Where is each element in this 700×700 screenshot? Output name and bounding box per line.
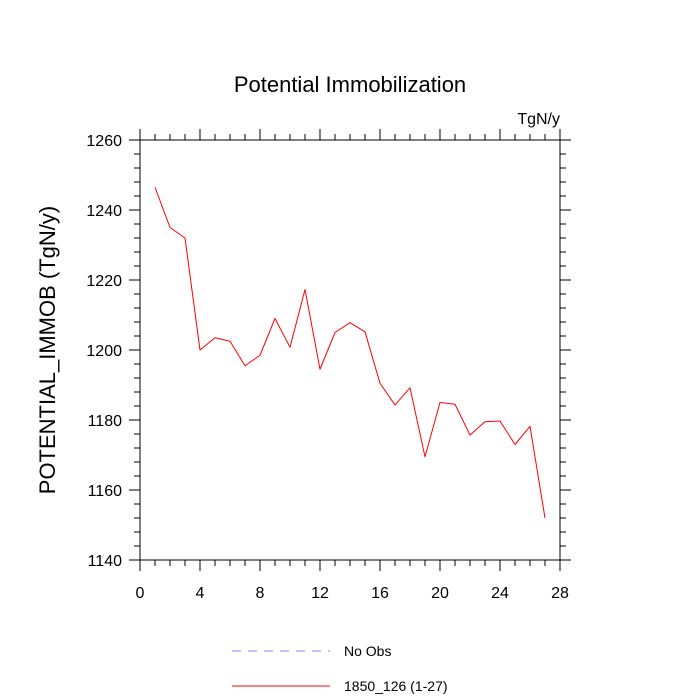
legend-label-series: 1850_126 (1-27) bbox=[344, 678, 448, 694]
x-tick-label: 0 bbox=[136, 585, 145, 602]
x-tick-label: 28 bbox=[551, 585, 569, 602]
y-tick-label: 1160 bbox=[88, 483, 123, 500]
units-label: TgN/y bbox=[517, 111, 560, 128]
axis-ticks: 0 4 8 12 16 20 24 28 1140 1160 1180 1200 1220 1240 126… bbox=[86, 129, 571, 602]
x-tick-label: 12 bbox=[311, 585, 329, 602]
series-layer bbox=[154, 187, 546, 519]
y-tick-label: 1220 bbox=[86, 273, 122, 290]
y-tick-label: 1140 bbox=[88, 553, 123, 570]
x-tick-label: 4 bbox=[196, 585, 205, 602]
plot-frame bbox=[139, 139, 561, 561]
x-tick-label: 16 bbox=[371, 585, 389, 602]
series-line-0 bbox=[154, 187, 546, 519]
x-tick-label: 8 bbox=[256, 585, 265, 602]
y-axis-label: POTENTIAL_IMMOB (TgN/y) bbox=[35, 206, 60, 494]
y-tick-label: 1180 bbox=[88, 413, 123, 430]
x-tick-label: 24 bbox=[491, 585, 509, 602]
x-tick-label: 20 bbox=[431, 585, 449, 602]
y-tick-label: 1240 bbox=[86, 203, 122, 220]
y-tick-label: 1200 bbox=[86, 343, 122, 360]
y-tick-label: 1260 bbox=[86, 133, 122, 150]
chart-title: Potential Immobilization bbox=[234, 72, 466, 97]
legend-label-no-obs: No Obs bbox=[344, 643, 391, 659]
legend: No Obs 1850_126 (1-27) bbox=[232, 643, 448, 694]
